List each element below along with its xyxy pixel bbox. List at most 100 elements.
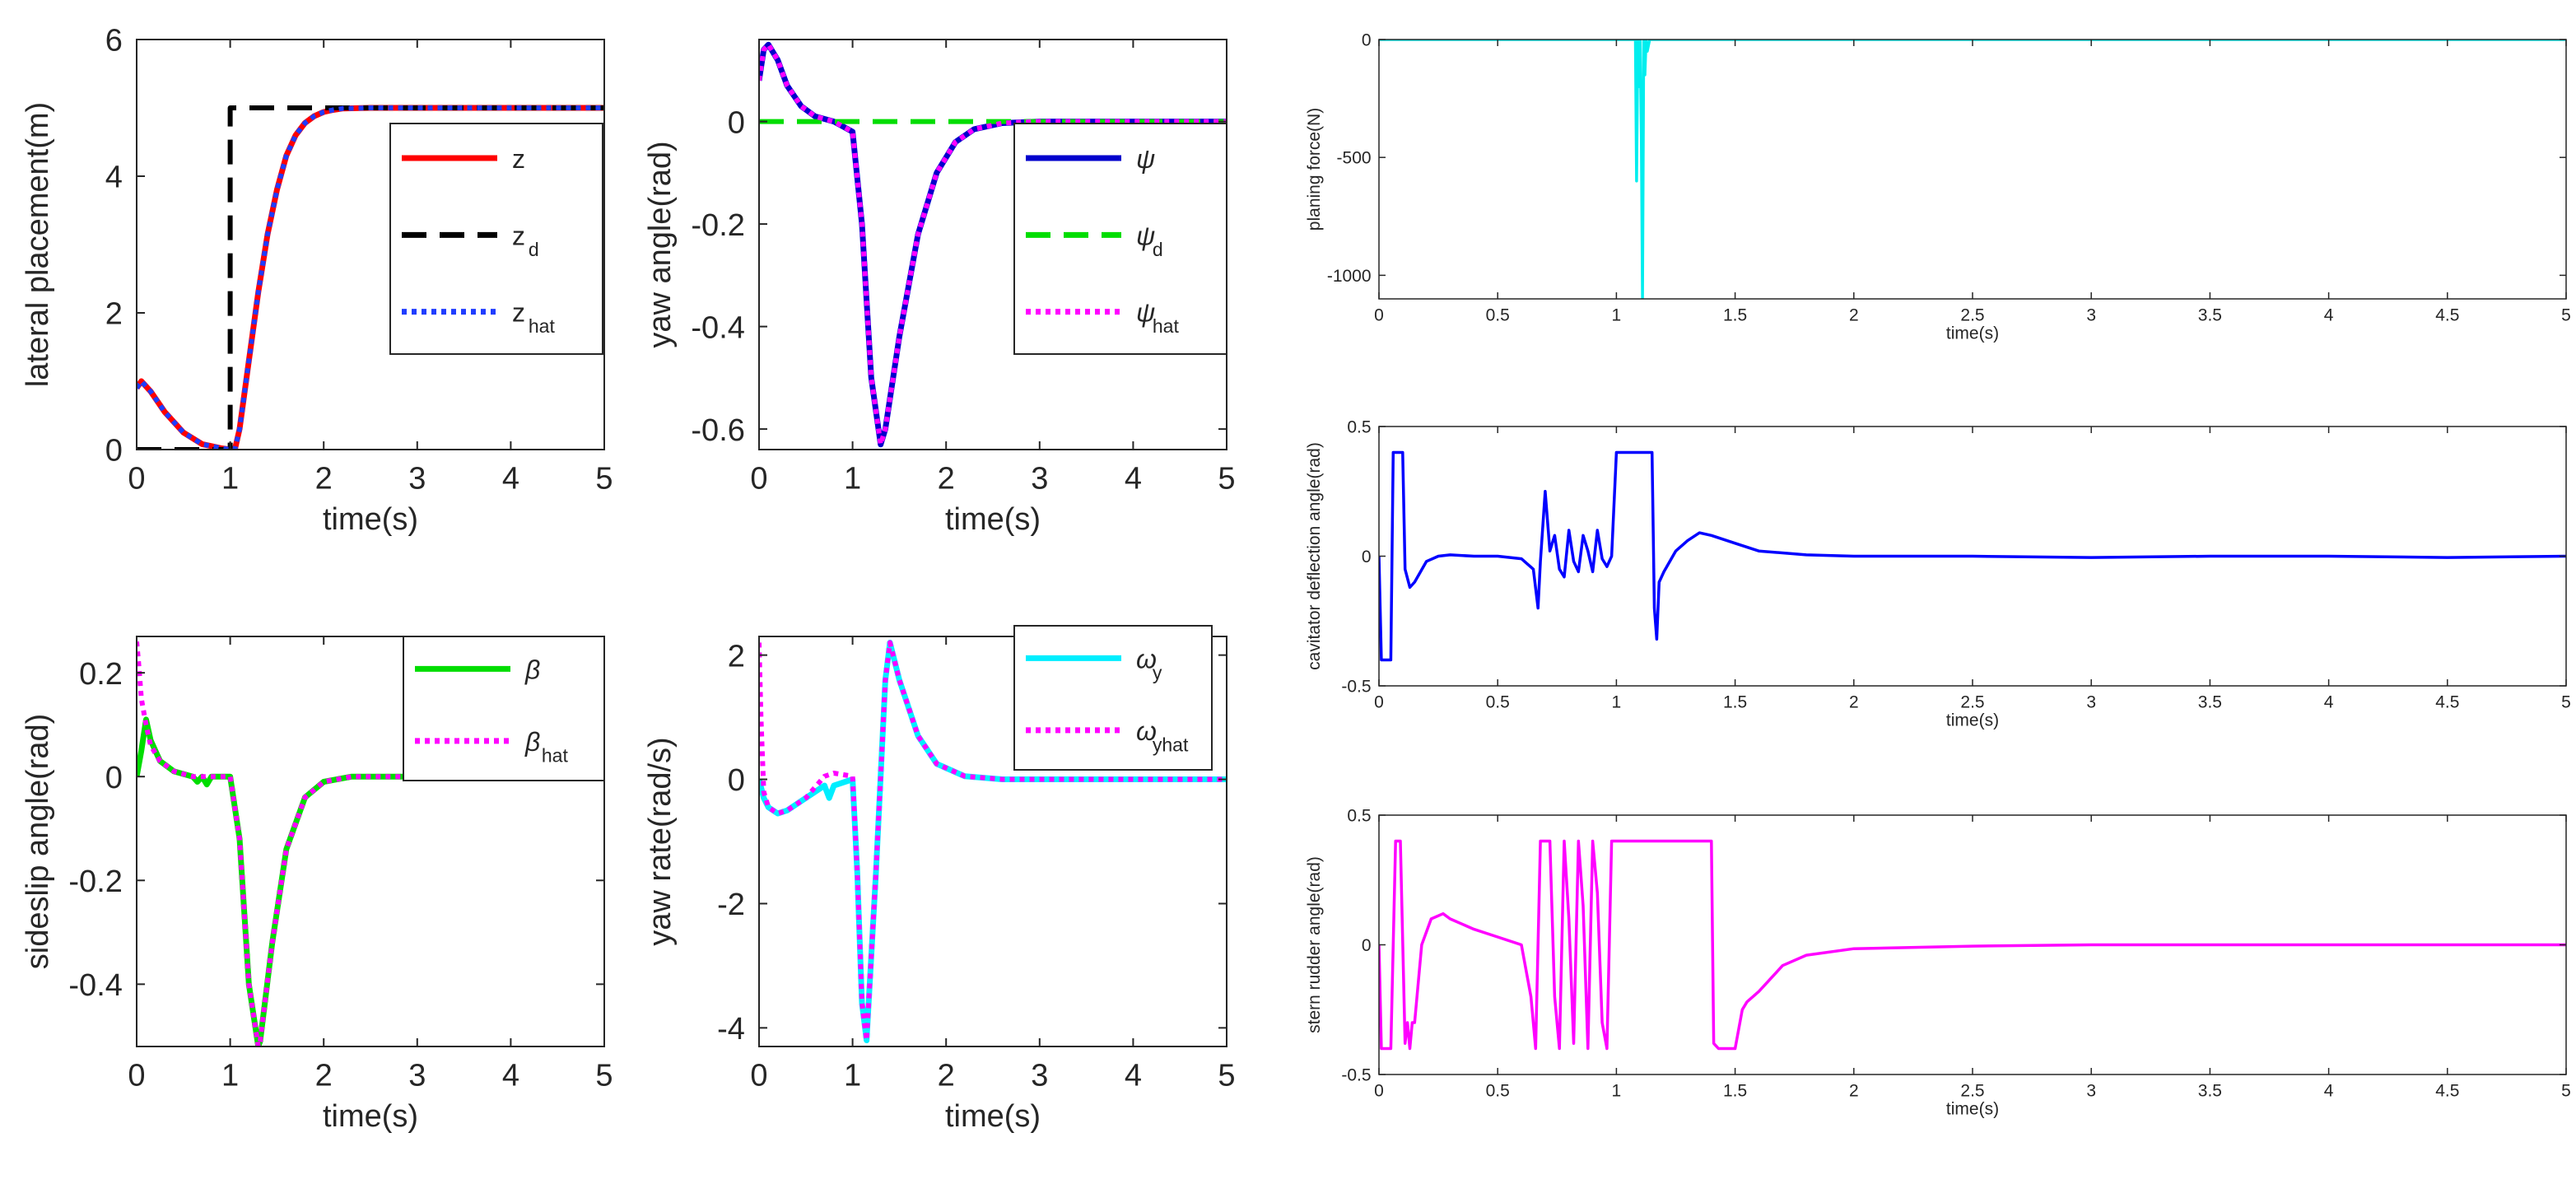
y-tick-label: 6 [105,24,123,58]
legend-label: ψ [1136,298,1155,328]
x-tick-label: 4 [502,1059,519,1093]
x-tick-label: 0 [750,462,767,496]
legend-subscript: y [1153,662,1162,683]
y-tick-label: -2 [717,888,745,922]
y-axis-label: planing force(N) [1305,108,1324,231]
series-line-z_hat [137,105,604,450]
y-tick-label: -0.4 [68,968,122,1003]
chart-sideslip: 0 1 2 3 4 5 -0.4 -0.2 0 0.2 time(s) sideslip angle(… [21,636,613,1134]
x-tick-label: 3 [2086,1081,2096,1100]
y-tick-label: 0 [105,434,123,468]
x-tick-label: 3 [1031,462,1048,496]
legend-box [1013,625,1213,771]
x-tick-label: 2 [938,1059,955,1093]
axes-box [136,636,605,1047]
y-axis-label: stern rudder angle(rad) [1305,856,1324,1033]
y-tick-label: 0.5 [1347,418,1371,437]
y-tick-label: -4 [717,1012,745,1046]
series-line-cavitator-deflection-angle [1379,450,2566,662]
y-tick-label: 2 [105,297,123,332]
y-axis-label: cavitator deflection angle(rad) [1305,442,1324,670]
x-tick-label: 4 [1125,1059,1142,1093]
x-tick-label: 3 [2086,692,2096,711]
y-axis-label: yaw rate(rad/s) [643,737,678,945]
x-tick-label: 0 [1374,692,1384,711]
series-line-planing-force [1379,40,2566,299]
axes-box [758,636,1227,1047]
x-tick-label: 5 [595,462,613,496]
series-line-stern-rudder-angle [1379,839,2566,1051]
x-tick-label: 2.5 [1960,305,1984,324]
chart-planing: 0 0.5 1 1.5 2 2.5 3 3.5 4 4.5 5 -1000 -500 0 time(s) pl… [1305,31,2571,343]
y-tick-label: 4 [105,161,123,195]
x-tick-label: 1.5 [1723,305,1747,324]
x-tick-label: 0 [1374,1081,1384,1100]
x-axis-label: time(s) [945,502,1041,537]
y-tick-label: 0 [1362,936,1372,955]
x-tick-label: 0.5 [1486,1081,1510,1100]
legend-box [403,636,605,781]
y-tick-label: 0 [1362,31,1372,50]
x-axis-label: time(s) [1946,711,1999,730]
x-tick-label: 2 [1849,1081,1859,1100]
legend-subscript: yhat [1153,734,1189,755]
y-tick-label: 0.2 [79,657,123,692]
legend-label: ψ [1136,144,1155,174]
legend-box [1013,123,1227,355]
legend-label: β [524,655,540,684]
x-axis-label: time(s) [323,502,418,537]
y-tick-label: 2 [728,639,745,674]
x-tick-label: 3.5 [2198,1081,2222,1100]
x-tick-label: 4 [2324,305,2334,324]
legend-label: ω [1136,644,1157,674]
legend-label: z [512,298,525,328]
legend-subscript: hat [529,315,556,337]
x-tick-label: 0 [1374,305,1384,324]
x-tick-label: 5 [2561,1081,2571,1100]
x-tick-label: 1 [1612,692,1622,711]
x-tick-label: 2 [1849,305,1859,324]
x-tick-label: 3 [1031,1059,1048,1093]
x-tick-label: 5 [2561,692,2571,711]
legend-box [389,123,603,355]
x-tick-label: 3 [408,462,426,496]
x-tick-label: 0.5 [1486,692,1510,711]
x-tick-label: 2 [315,1059,333,1093]
x-axis-label: time(s) [1946,324,1999,343]
y-tick-label: 0 [728,763,745,798]
x-tick-label: 0 [128,462,145,496]
x-tick-label: 3 [408,1059,426,1093]
y-tick-label: -0.5 [1341,1066,1371,1085]
x-tick-label: 4.5 [2435,692,2459,711]
y-tick-label: -0.2 [68,865,122,899]
x-tick-label: 2 [1849,692,1859,711]
x-tick-label: 3.5 [2198,692,2222,711]
chart-stern: 0 0.5 1 1.5 2 2.5 3 3.5 4 4.5 5-0.500.5time(s)ster… [1305,807,2571,1119]
x-tick-label: 4 [2324,1081,2334,1100]
x-tick-label: 1 [844,1059,861,1093]
x-tick-label: 5 [1218,1059,1235,1093]
x-tick-label: 1.5 [1723,1081,1747,1100]
y-axis-label: sideslip angle(rad) [21,714,55,970]
y-tick-label: 0 [1362,548,1372,566]
x-tick-label: 5 [595,1059,613,1093]
x-axis-label: time(s) [323,1099,418,1134]
legend-label: z [512,221,525,250]
series-line-z_d [137,105,604,450]
y-tick-label: -500 [1337,149,1372,168]
x-tick-label: 5 [2561,305,2571,324]
series-line-beta_hat [137,641,604,1046]
y-tick-label: 0.5 [1347,807,1371,826]
legend: ββ hat [403,636,605,781]
x-tick-label: 2 [315,462,333,496]
x-tick-label: 2.5 [1960,1081,1984,1100]
series-line-psi [759,41,1227,448]
x-tick-label: 4 [1125,462,1142,496]
y-tick-label: -0.6 [691,413,744,448]
x-tick-label: 2.5 [1960,692,1984,711]
x-tick-label: 3.5 [2198,305,2222,324]
chart-yaw: 0 1 2 3 4 5 -0.6 -0.4 -0.2 0 time(s) yaw angle(rad)… [643,39,1236,537]
